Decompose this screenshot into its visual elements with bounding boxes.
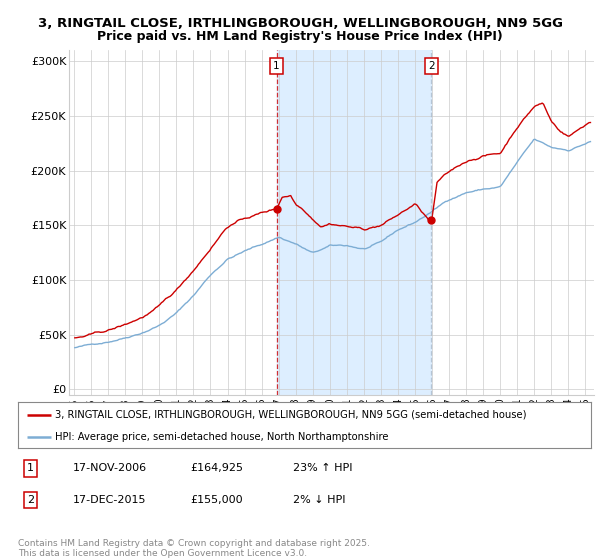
Text: 2: 2 (27, 495, 34, 505)
Text: Price paid vs. HM Land Registry's House Price Index (HPI): Price paid vs. HM Land Registry's House … (97, 30, 503, 44)
Text: 1: 1 (27, 464, 34, 474)
Text: £155,000: £155,000 (190, 495, 242, 505)
Text: 2: 2 (428, 60, 434, 71)
Text: 2% ↓ HPI: 2% ↓ HPI (293, 495, 346, 505)
Text: HPI: Average price, semi-detached house, North Northamptonshire: HPI: Average price, semi-detached house,… (55, 432, 389, 441)
Text: 3, RINGTAIL CLOSE, IRTHLINGBOROUGH, WELLINGBOROUGH, NN9 5GG: 3, RINGTAIL CLOSE, IRTHLINGBOROUGH, WELL… (37, 17, 563, 30)
Text: 17-NOV-2006: 17-NOV-2006 (73, 464, 146, 474)
Text: Contains HM Land Registry data © Crown copyright and database right 2025.
This d: Contains HM Land Registry data © Crown c… (18, 539, 370, 558)
Text: 3, RINGTAIL CLOSE, IRTHLINGBOROUGH, WELLINGBOROUGH, NN9 5GG (semi-detached house: 3, RINGTAIL CLOSE, IRTHLINGBOROUGH, WELL… (55, 410, 527, 420)
Text: 23% ↑ HPI: 23% ↑ HPI (293, 464, 353, 474)
Text: 1: 1 (274, 60, 280, 71)
Bar (277, 50, 431, 395)
Text: £164,925: £164,925 (190, 464, 243, 474)
Text: 17-DEC-2015: 17-DEC-2015 (73, 495, 146, 505)
